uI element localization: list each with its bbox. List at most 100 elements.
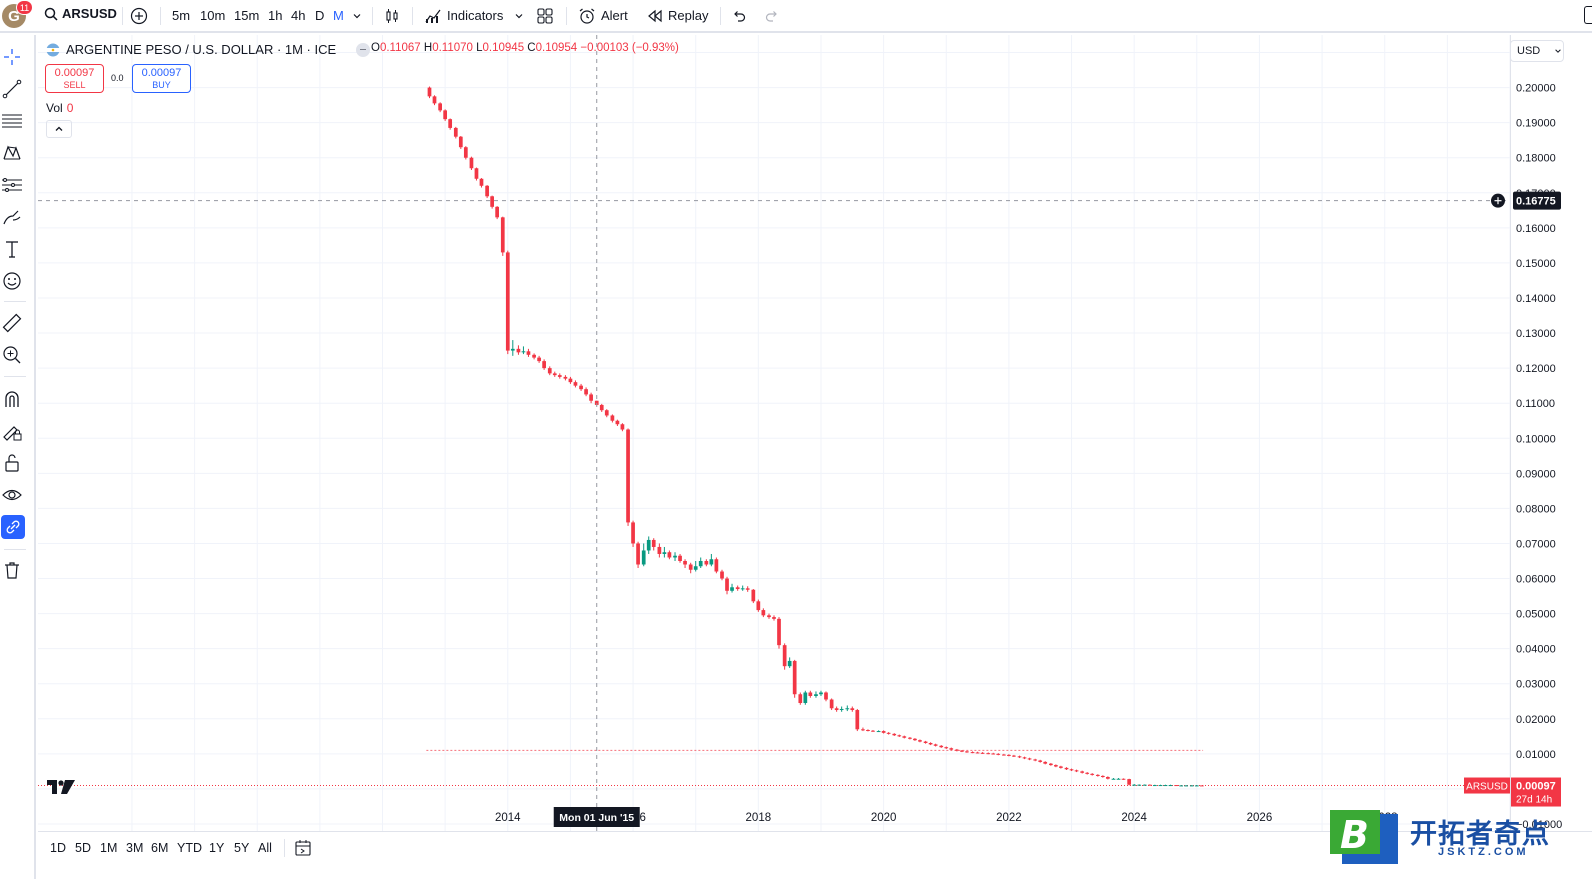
pattern-tool[interactable] <box>0 141 24 165</box>
interval-1h[interactable]: 1h <box>268 8 283 23</box>
lock-all-tool[interactable] <box>0 451 24 475</box>
text-tool[interactable] <box>0 237 24 261</box>
sell-label: SELL <box>63 79 86 90</box>
price-tick-label: 0.11000 <box>1516 398 1555 410</box>
candle-body <box>850 708 855 711</box>
price-tick-label: 0.03000 <box>1516 679 1556 691</box>
price-axis-scale[interactable]: 0.210000.200000.190000.180000.170000.160… <box>1511 35 1592 831</box>
hide-tool[interactable] <box>0 483 24 507</box>
trend-line-tool[interactable] <box>0 77 24 101</box>
collapse-legend-button[interactable] <box>46 120 72 138</box>
candle-body <box>521 351 526 353</box>
candle-body <box>1080 771 1085 773</box>
low-value: 0.10945 <box>482 42 525 54</box>
symbol-search[interactable]: ARSUSD <box>44 6 117 21</box>
candle-body <box>532 354 536 358</box>
alert-button[interactable]: Alert <box>578 0 628 31</box>
interval-15m[interactable]: 15m <box>234 8 260 23</box>
crosshair-tool[interactable] <box>0 45 24 69</box>
undo-button[interactable] <box>731 0 747 31</box>
alarm-clock-icon <box>579 8 595 24</box>
interval-4h[interactable]: 4h <box>291 8 306 23</box>
replay-button[interactable]: Replay <box>647 0 708 31</box>
indicators-button[interactable]: Indicators <box>424 0 503 31</box>
indicators-dropdown[interactable] <box>514 0 524 31</box>
candle-body <box>610 415 615 421</box>
range-5d[interactable]: 5D <box>75 841 91 855</box>
search-icon <box>44 7 58 21</box>
open-label: O <box>371 42 380 54</box>
range-5y[interactable]: 5Y <box>234 841 250 855</box>
candle-body <box>693 566 698 570</box>
interval-10m[interactable]: 10m <box>200 8 226 23</box>
volume-value: 0 <box>66 101 74 115</box>
range-1y[interactable]: 1Y <box>209 841 225 855</box>
interval-dropdown[interactable] <box>352 0 362 31</box>
sell-button[interactable]: 0.00097 SELL <box>45 64 104 93</box>
range-1m[interactable]: 1M <box>100 841 118 855</box>
candle-body <box>1074 770 1079 772</box>
layouts-button[interactable] <box>536 0 554 31</box>
chevron-down-icon <box>353 13 361 18</box>
candle-body <box>709 559 714 565</box>
buy-label: BUY <box>152 79 171 90</box>
last-symbol-label: ARSUSD <box>1466 782 1508 793</box>
crosshair-date-label-bg <box>553 807 640 827</box>
tradingview-logo[interactable] <box>47 780 75 794</box>
candle-body <box>599 404 604 411</box>
buy-button[interactable]: 0.00097 BUY <box>132 64 191 93</box>
candle-body <box>479 178 484 186</box>
sync-drawings-tool[interactable] <box>1 515 25 539</box>
remove-drawings-tool[interactable] <box>0 558 24 582</box>
emoji-tool[interactable] <box>0 269 24 293</box>
prediction-tool[interactable] <box>0 173 24 197</box>
price-tick-label: 0.06000 <box>1516 574 1556 586</box>
candle-body <box>714 559 719 572</box>
candle-body <box>745 588 750 590</box>
currency-select[interactable]: USD <box>1510 40 1564 62</box>
price-axis[interactable]: 0.210000.200000.190000.180000.170000.160… <box>1510 35 1592 831</box>
candle-body <box>761 610 766 616</box>
candle-body <box>814 694 818 696</box>
candle-body <box>1189 785 1194 787</box>
candle-body <box>1137 784 1142 786</box>
fib-tool[interactable] <box>0 109 24 133</box>
range-all[interactable]: All <box>258 841 272 855</box>
compare-symbol-button[interactable] <box>130 0 148 31</box>
lock-drawing-tool[interactable] <box>0 419 24 443</box>
time-tick-label: 2014 <box>495 812 521 824</box>
interval-m[interactable]: M <box>333 8 344 23</box>
goto-date-button[interactable] <box>293 838 313 861</box>
candle-body <box>767 615 771 618</box>
candle-body <box>667 552 672 558</box>
separator <box>4 549 26 550</box>
range-ytd[interactable]: YTD <box>177 841 202 855</box>
panel-toggle-icon[interactable] <box>1584 6 1592 24</box>
avatar-letter: G <box>8 7 20 25</box>
candle-body <box>1033 759 1038 761</box>
candle-body <box>756 601 761 611</box>
candlestick-chart[interactable]: 20142016201820202022202420262028Mon 01 J… <box>38 35 1510 831</box>
zoom-tool[interactable] <box>0 343 24 367</box>
price-tick-label: 0.02000 <box>1516 714 1556 726</box>
time-tick-label: 2020 <box>871 812 897 824</box>
candle-body <box>855 710 860 730</box>
chart-pane[interactable]: 20142016201820202022202420262028Mon 01 J… <box>38 35 1510 831</box>
brush-tool[interactable] <box>0 205 24 229</box>
chart-type-button[interactable] <box>383 0 401 31</box>
range-1d[interactable]: 1D <box>50 841 66 855</box>
candle-body <box>819 692 823 695</box>
measure-tool[interactable] <box>0 311 24 335</box>
range-3m[interactable]: 3M <box>126 841 144 855</box>
interval-5m[interactable]: 5m <box>172 8 191 23</box>
redo-icon <box>765 10 777 22</box>
candle-body <box>913 738 917 741</box>
market-status-icon[interactable] <box>356 42 371 57</box>
redo-button[interactable] <box>764 0 780 31</box>
range-6m[interactable]: 6M <box>151 841 169 855</box>
magnet-tool[interactable] <box>0 387 24 411</box>
price-tick-label: 0.15000 <box>1516 258 1556 270</box>
interval-d[interactable]: D <box>315 8 325 23</box>
price-tick-label: −0.01000 <box>1516 819 1562 831</box>
candle-body <box>918 740 922 742</box>
